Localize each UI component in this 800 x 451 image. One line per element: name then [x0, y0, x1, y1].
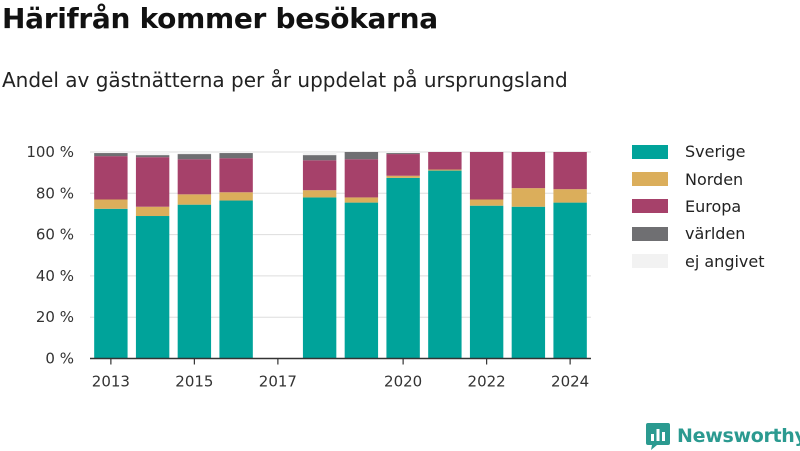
- legend-label-europa: Europa: [685, 196, 742, 216]
- newsworthy-logo: Newsworthy: [645, 421, 800, 451]
- chart-title: Härifrån kommer besökarna: [2, 2, 438, 35]
- bar-segment-norden-2013: [94, 199, 128, 209]
- bar-segment-världen-2014: [135, 155, 170, 158]
- bar-segment-världen-2019: [344, 152, 379, 160]
- bar-segment-europa-2015: [177, 159, 212, 195]
- bar-segment-sverige-2015: [177, 204, 212, 359]
- legend-swatch-varlden: [632, 226, 668, 241]
- chart-subtitle: Andel av gästnätterna per år uppdelat på…: [2, 68, 568, 92]
- y-tick-label: 20 %: [36, 308, 74, 326]
- legend: Sverige Norden Europa världen ej angivet: [632, 138, 765, 275]
- brand-name: Newsworthy: [677, 425, 800, 447]
- bar-segment-europa-2022: [469, 152, 504, 200]
- bar-segment-sverige-2019: [344, 202, 379, 359]
- bar-segment-norden-2024: [553, 189, 587, 203]
- bar-segment-sverige-2014: [135, 216, 170, 359]
- bar-segment-europa-2020: [386, 154, 420, 176]
- bar-segment-världen-2015: [177, 154, 212, 160]
- bar-segment-norden-2021: [428, 169, 462, 171]
- x-tick-label: 2017: [259, 373, 297, 391]
- bar-segment-sverige-2016: [219, 200, 253, 359]
- bar-segment-sverige-2022: [469, 205, 504, 359]
- legend-swatch-sverige: [632, 144, 668, 159]
- legend-item-europa: Europa: [632, 193, 765, 220]
- y-tick-label: 40 %: [36, 267, 74, 285]
- bar-segment-norden-2016: [219, 192, 253, 201]
- x-tick-label: 2015: [175, 373, 213, 391]
- gridlines: [90, 151, 591, 318]
- legend-label-norden: Norden: [685, 169, 744, 189]
- bar-segment-sverige-2021: [428, 170, 462, 359]
- x-tick-label: 2013: [92, 373, 130, 391]
- bar-segment-sverige-2020: [386, 177, 420, 359]
- legend-item-varlden: världen: [632, 220, 765, 247]
- y-tick-label: 80 %: [36, 184, 74, 202]
- y-tick-label: 0 %: [45, 350, 74, 368]
- bar-segment-världen-2018: [302, 155, 337, 161]
- bar-segment-norden-2020: [386, 175, 420, 178]
- legend-item-sverige: Sverige: [632, 138, 765, 165]
- bar-segment-europa-2021: [428, 152, 462, 170]
- bar-segment-ej-angivet-2014: [135, 152, 170, 156]
- bar-segment-europa-2014: [135, 157, 170, 207]
- bar-segment-sverige-2024: [553, 202, 587, 359]
- bar-segment-europa-2013: [94, 156, 128, 200]
- bar-segment-sverige-2013: [94, 208, 128, 359]
- bar-segment-ej-angivet-2015: [177, 152, 212, 155]
- bar-segment-världen-2016: [219, 153, 253, 159]
- bar-segment-europa-2024: [553, 152, 587, 190]
- bars: [94, 152, 587, 359]
- bar-segment-sverige-2018: [302, 197, 337, 359]
- x-tick-label: 2020: [384, 373, 422, 391]
- bar-segment-ej-angivet-2016: [219, 152, 253, 154]
- legend-label-varlden: världen: [685, 224, 746, 244]
- y-tick-label: 100 %: [26, 143, 74, 161]
- bar-chart-logo-icon: [646, 423, 670, 450]
- legend-label-sverige: Sverige: [685, 142, 746, 162]
- bar-segment-norden-2022: [469, 199, 504, 206]
- legend-swatch-europa: [632, 199, 668, 214]
- x-tick-label: 2022: [468, 373, 506, 391]
- y-tick-label: 60 %: [36, 226, 74, 244]
- bar-segment-norden-2019: [344, 197, 379, 203]
- bar-segment-norden-2014: [135, 206, 170, 217]
- legend-swatch-norden: [632, 172, 668, 187]
- axes: 0 % 20 % 40 % 60 % 80 % 100 % 2013 2015 2017 2020…: [26, 143, 591, 391]
- bar-segment-norden-2023: [511, 188, 546, 207]
- bar-segment-europa-2019: [344, 159, 379, 198]
- x-tick-label: 2024: [551, 373, 589, 391]
- bar-segment-norden-2015: [177, 194, 212, 205]
- legend-label-ej-angivet: ej angivet: [685, 251, 765, 271]
- bar-segment-världen-2020: [386, 153, 420, 155]
- bar-segment-ej-angivet-2018: [302, 152, 337, 156]
- bar-segment-europa-2023: [511, 152, 546, 189]
- legend-swatch-ej-angivet: [632, 254, 668, 269]
- bar-segment-europa-2016: [219, 158, 253, 193]
- bar-segment-världen-2013: [94, 153, 128, 157]
- bar-segment-sverige-2023: [511, 206, 546, 359]
- legend-item-norden: Norden: [632, 165, 765, 192]
- bar-segment-ej-angivet-2013: [94, 152, 128, 154]
- legend-item-ej-angivet: ej angivet: [632, 248, 765, 275]
- bar-segment-europa-2018: [302, 160, 337, 191]
- bar-segment-ej-angivet-2020: [386, 152, 420, 154]
- bar-segment-norden-2018: [302, 190, 337, 198]
